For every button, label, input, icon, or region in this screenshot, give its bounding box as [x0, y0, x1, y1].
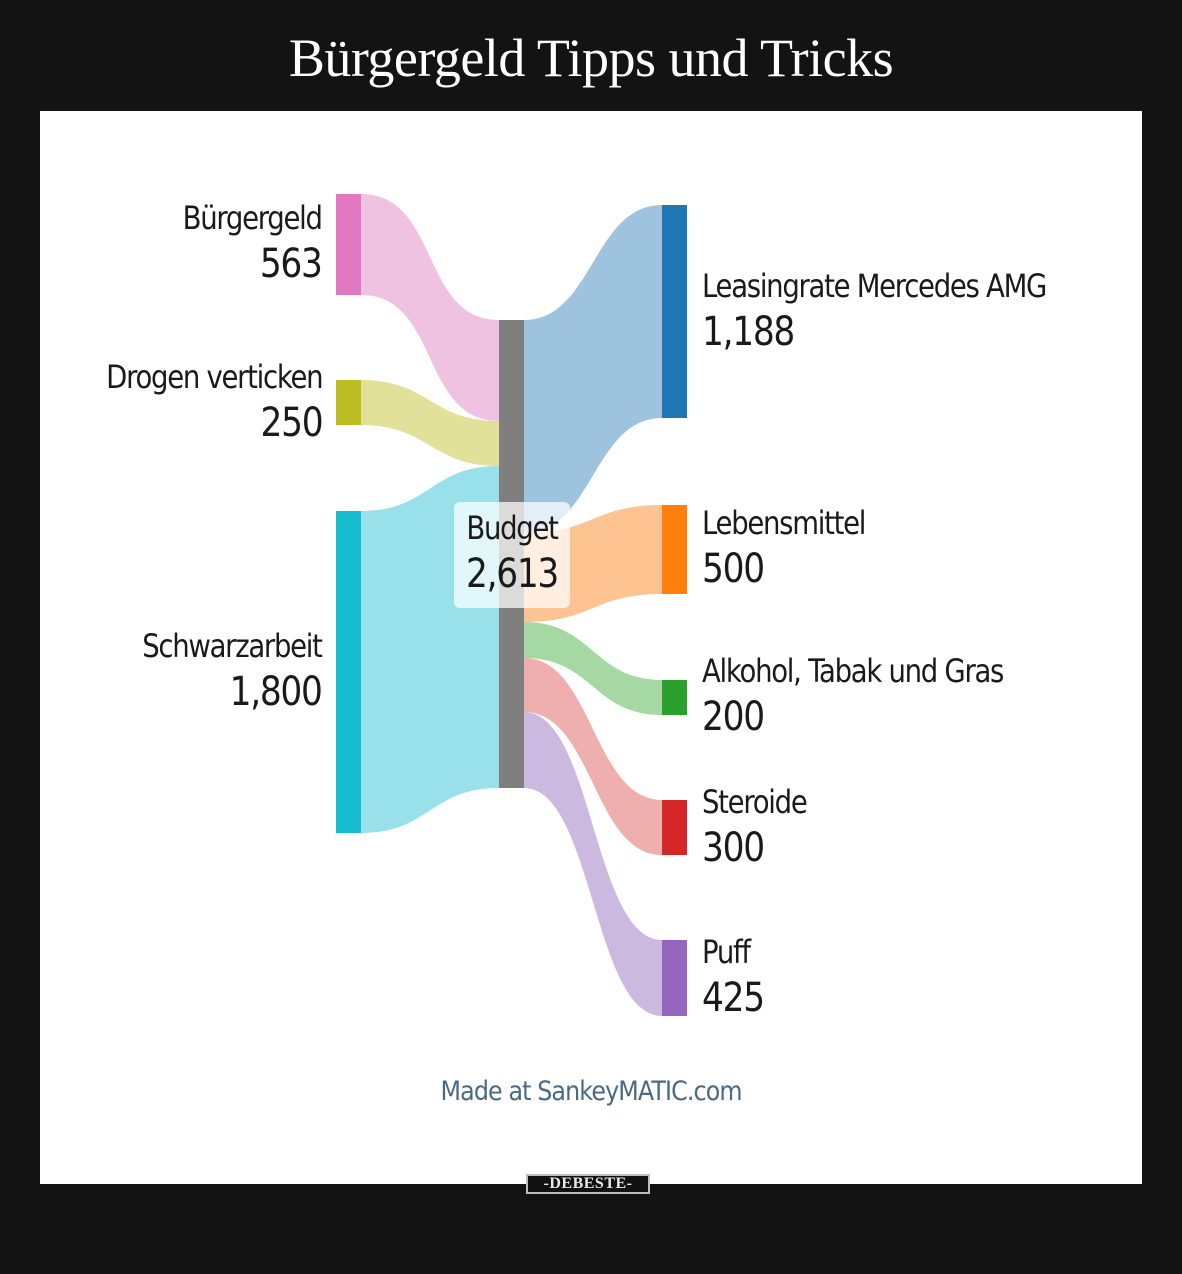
label-value: 1,800	[229, 669, 323, 715]
label-value: 2,613	[465, 551, 559, 597]
debeste-watermark: -DEBESTE-	[526, 1174, 650, 1194]
node-schwarzarbeit	[336, 511, 361, 833]
label-name: Drogen verticken	[105, 358, 323, 396]
label-name: Schwarzarbeit	[142, 627, 324, 665]
label-value: 250	[260, 400, 323, 446]
node-puff	[662, 940, 687, 1016]
credit-text: Made at SankeyMATIC.com	[440, 1076, 742, 1107]
label-drogen: Drogen verticken 250	[71, 355, 323, 447]
page-title: Bürgergeld Tipps und Tricks	[288, 28, 894, 88]
label-leasing: Leasingrate Mercedes AMG 1,188	[702, 264, 1102, 356]
label-value: 300	[702, 825, 765, 871]
label-name: Alkohol, Tabak und Gras	[702, 652, 1004, 690]
label-value: 200	[702, 694, 765, 740]
link-budget-leasing	[524, 205, 662, 533]
label-alkohol: Alkohol, Tabak und Gras 200	[702, 649, 1052, 741]
label-lebensmittel: Lebensmittel 500	[702, 501, 892, 593]
node-lebensmittel	[662, 505, 687, 594]
label-budget: Budget 2,613	[454, 502, 570, 608]
label-name: Lebensmittel	[702, 504, 866, 542]
node-buergergeld	[336, 194, 361, 295]
label-steroide: Steroide 300	[702, 780, 823, 872]
link-buergergeld-budget	[361, 194, 499, 421]
link-drogen-budget	[361, 380, 499, 466]
label-puff: Puff 425	[702, 930, 774, 1022]
label-value: 500	[702, 546, 765, 592]
label-schwarzarbeit: Schwarzarbeit 1,800	[113, 624, 324, 716]
node-leasing	[662, 205, 687, 418]
label-name: Steroide	[702, 783, 808, 821]
label-name: Bürgergeld	[183, 199, 323, 237]
label-value: 563	[260, 241, 323, 287]
link-budget-alkohol	[524, 622, 662, 715]
label-value: 425	[702, 975, 765, 1021]
label-buergergeld: Bürgergeld 563	[160, 196, 323, 288]
node-alkohol	[662, 680, 687, 715]
link-budget-puff	[524, 712, 662, 1016]
node-drogen	[336, 380, 361, 425]
label-name: Budget	[466, 509, 559, 547]
link-budget-steroide	[524, 658, 662, 855]
node-steroide	[662, 800, 687, 855]
label-value: 1,188	[702, 309, 795, 355]
label-name: Leasingrate Mercedes AMG	[702, 267, 1047, 305]
label-name: Puff	[702, 933, 751, 971]
sankeymatic-credit: Made at SankeyMATIC.com	[0, 1076, 1182, 1107]
